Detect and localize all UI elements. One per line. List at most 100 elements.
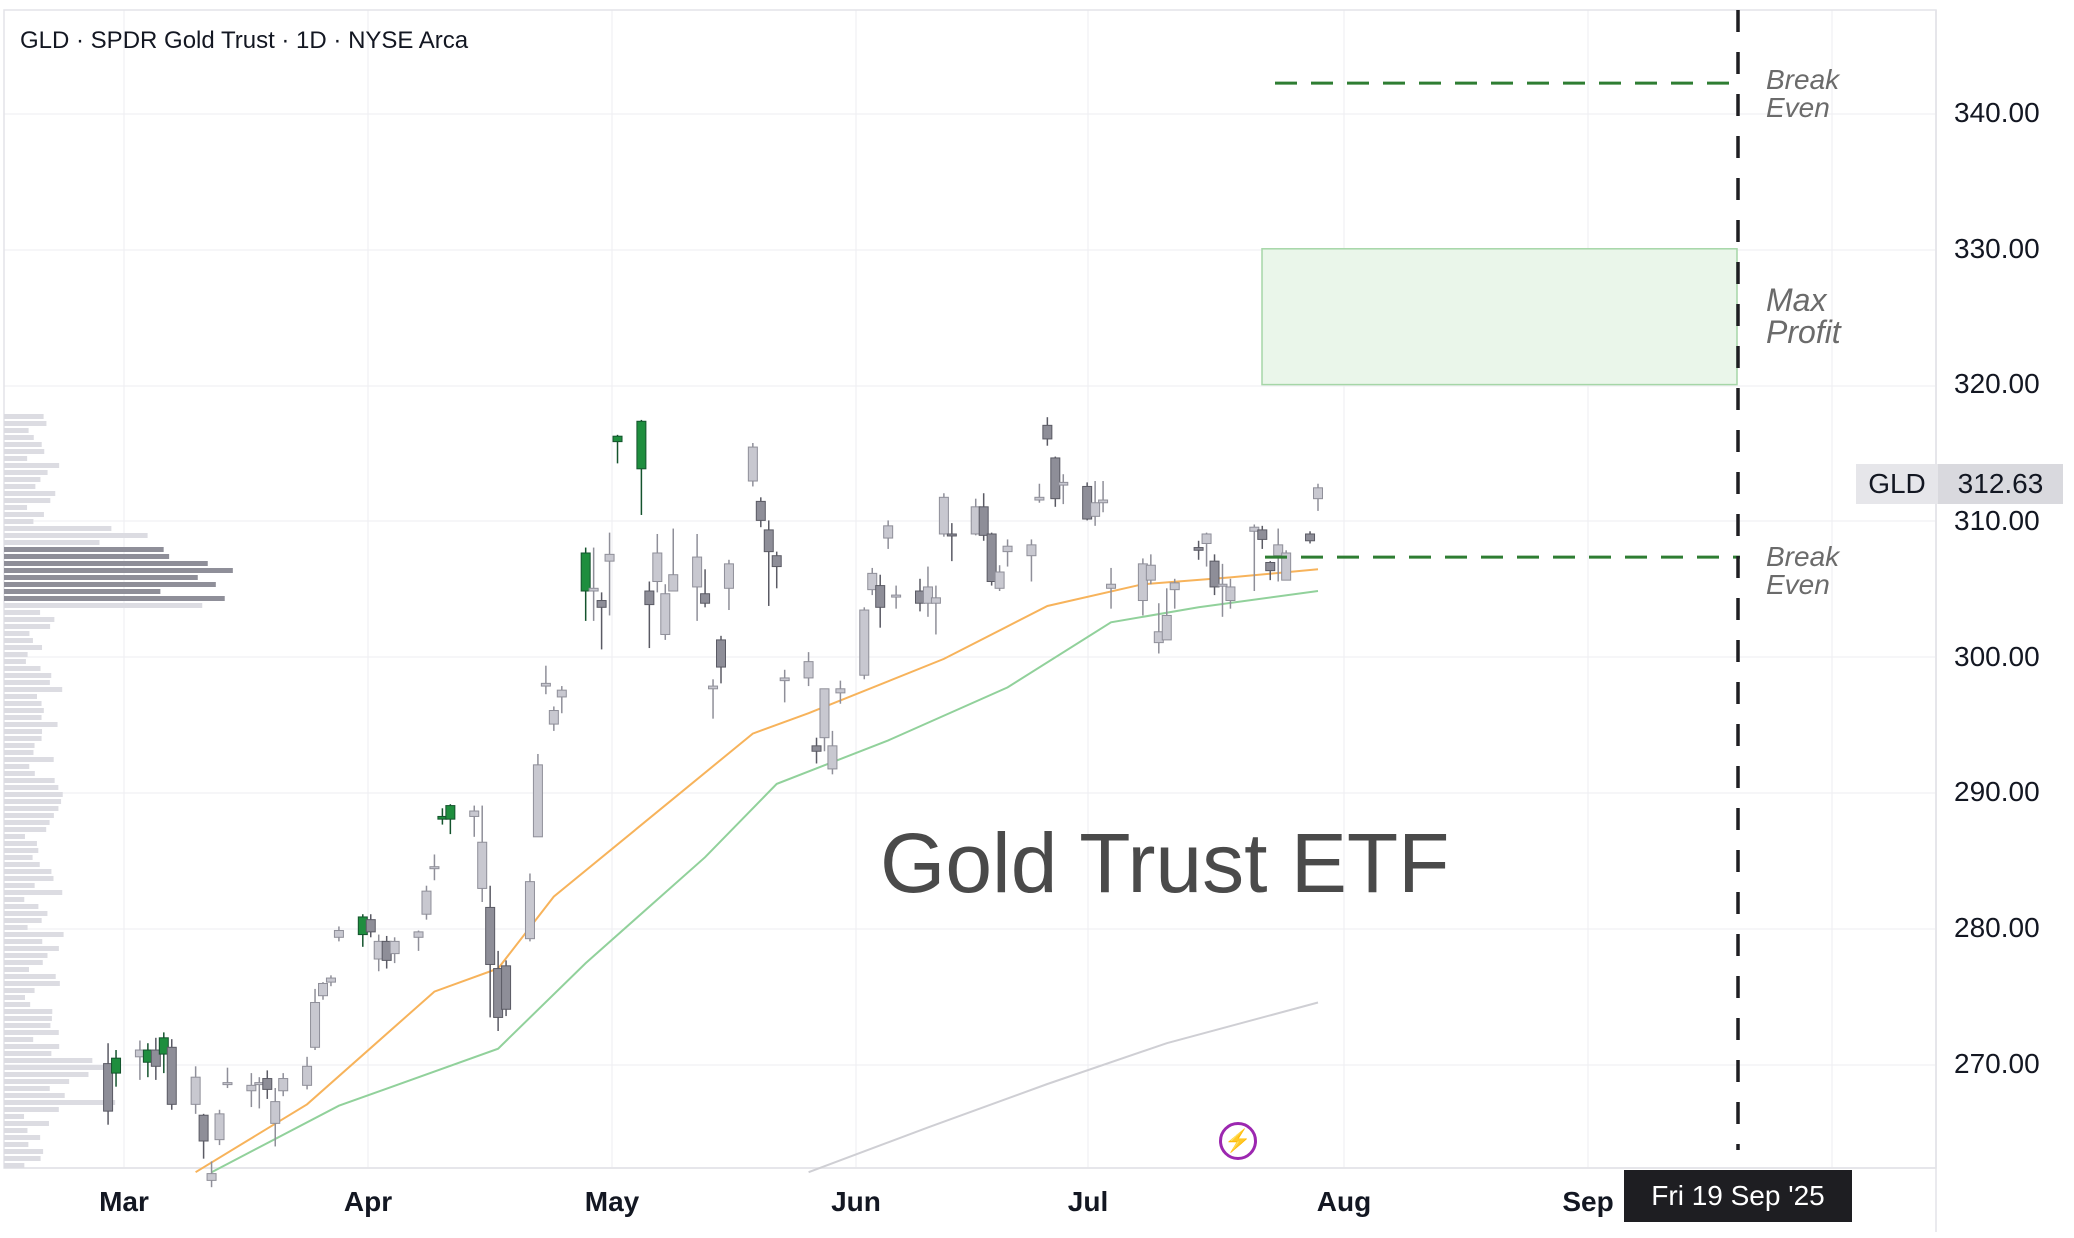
volume-profile-bar (4, 855, 33, 860)
candle-body (1313, 487, 1323, 500)
volume-profile-bar (4, 680, 50, 685)
candle-body (867, 572, 878, 591)
price-tick-290: 290.00 (1954, 776, 2040, 807)
candle-body (206, 1173, 217, 1181)
volume-profile-bar (4, 652, 28, 657)
candle-body (930, 597, 941, 604)
candle-body (333, 930, 344, 938)
candle-body (1217, 583, 1228, 587)
volume-profile-bar (4, 701, 42, 706)
max-profit-zone (1261, 248, 1738, 386)
lightning-bolt-icon[interactable]: ⚡ (1219, 1122, 1257, 1160)
volume-profile-bar (4, 666, 41, 671)
volume-profile-bar (4, 967, 30, 972)
candle (1058, 474, 1069, 505)
candle (365, 914, 376, 938)
candle-body (485, 906, 496, 965)
candle-body (660, 593, 671, 635)
volume-profile-bar (4, 764, 30, 769)
candle (596, 592, 607, 650)
candle (485, 885, 496, 1018)
volume-profile-bar (4, 883, 35, 888)
volume-profile-bar (4, 533, 148, 538)
candle-body (835, 688, 846, 694)
candle (1193, 540, 1204, 560)
candle (548, 706, 559, 731)
candle (1161, 588, 1172, 641)
candle-body (198, 1114, 209, 1142)
candle-body (708, 685, 719, 690)
candle (827, 730, 838, 775)
volume-profile-bar (4, 820, 50, 825)
candle (652, 533, 663, 593)
candle (700, 569, 711, 608)
candle-body (922, 586, 933, 604)
candle (1106, 567, 1117, 609)
candle (389, 937, 400, 964)
plot-frame (3, 9, 1937, 1169)
volume-profile-bar (4, 463, 60, 468)
candle-body (262, 1078, 273, 1090)
candle (692, 533, 703, 621)
volume-profile-bar (4, 708, 44, 713)
volume-profile-bar (4, 848, 39, 853)
volume-profile-bar (4, 540, 100, 545)
candle (1034, 483, 1045, 503)
volume-profile-bar (4, 841, 37, 846)
candle-body (325, 977, 336, 983)
candle-body (246, 1084, 257, 1092)
volume-profile-bar (4, 589, 161, 594)
candle-body (819, 688, 830, 739)
candle (1305, 531, 1316, 544)
candle (867, 567, 878, 596)
candle-body (1034, 496, 1045, 501)
candle-body (477, 841, 488, 889)
candle-body (994, 571, 1005, 589)
candle (429, 854, 440, 881)
candle-body (771, 555, 782, 568)
month-label-jul: Jul (1067, 1186, 1109, 1217)
watermark-title: Gold Trust ETF (880, 816, 1450, 910)
candle-body (1193, 547, 1204, 551)
candle-body (723, 563, 734, 589)
candle (310, 988, 321, 1051)
break-even-lower-label: Break Even (1766, 543, 1839, 599)
candle-body (532, 764, 543, 838)
ticker-last-price: 312.63 (1938, 464, 2063, 504)
candle-body (1305, 533, 1316, 542)
candle (922, 566, 933, 617)
volume-profile-bar (4, 743, 35, 748)
candle-body (278, 1078, 289, 1092)
price-tick-300: 300.00 (1954, 641, 2040, 672)
candle-body (811, 745, 822, 752)
candle-body (150, 1049, 161, 1067)
volume-profile-bar (4, 596, 225, 601)
candle (111, 1050, 122, 1087)
candle-body (1169, 582, 1180, 591)
candle (477, 805, 488, 902)
candle (803, 652, 814, 687)
month-label-may: May (584, 1186, 640, 1217)
candle-body (986, 533, 997, 583)
candle-body (803, 661, 814, 679)
break-even-upper-line2: Even (1766, 92, 1830, 123)
candle-body (469, 810, 480, 817)
candle (604, 532, 615, 616)
break-even-upper-label: Break Even (1766, 66, 1839, 122)
moving-average-line (211, 590, 1319, 1174)
volume-profile-bar (4, 757, 54, 762)
max-profit-rect (1261, 248, 1738, 386)
candle (278, 1073, 289, 1097)
break-even-lower-line2: Even (1766, 569, 1830, 600)
price-tick-340: 340.00 (1954, 97, 2040, 128)
candle-body (214, 1113, 225, 1141)
candle (875, 574, 886, 628)
candle-body (1265, 561, 1276, 572)
volume-profile-bar (4, 946, 59, 951)
candle-body (540, 682, 551, 687)
month-label-aug: Aug (1316, 1186, 1372, 1217)
volume-profile-bar (4, 477, 41, 482)
ticker-price-badge[interactable]: GLD 312.63 (1856, 464, 2063, 504)
candle (413, 930, 424, 951)
